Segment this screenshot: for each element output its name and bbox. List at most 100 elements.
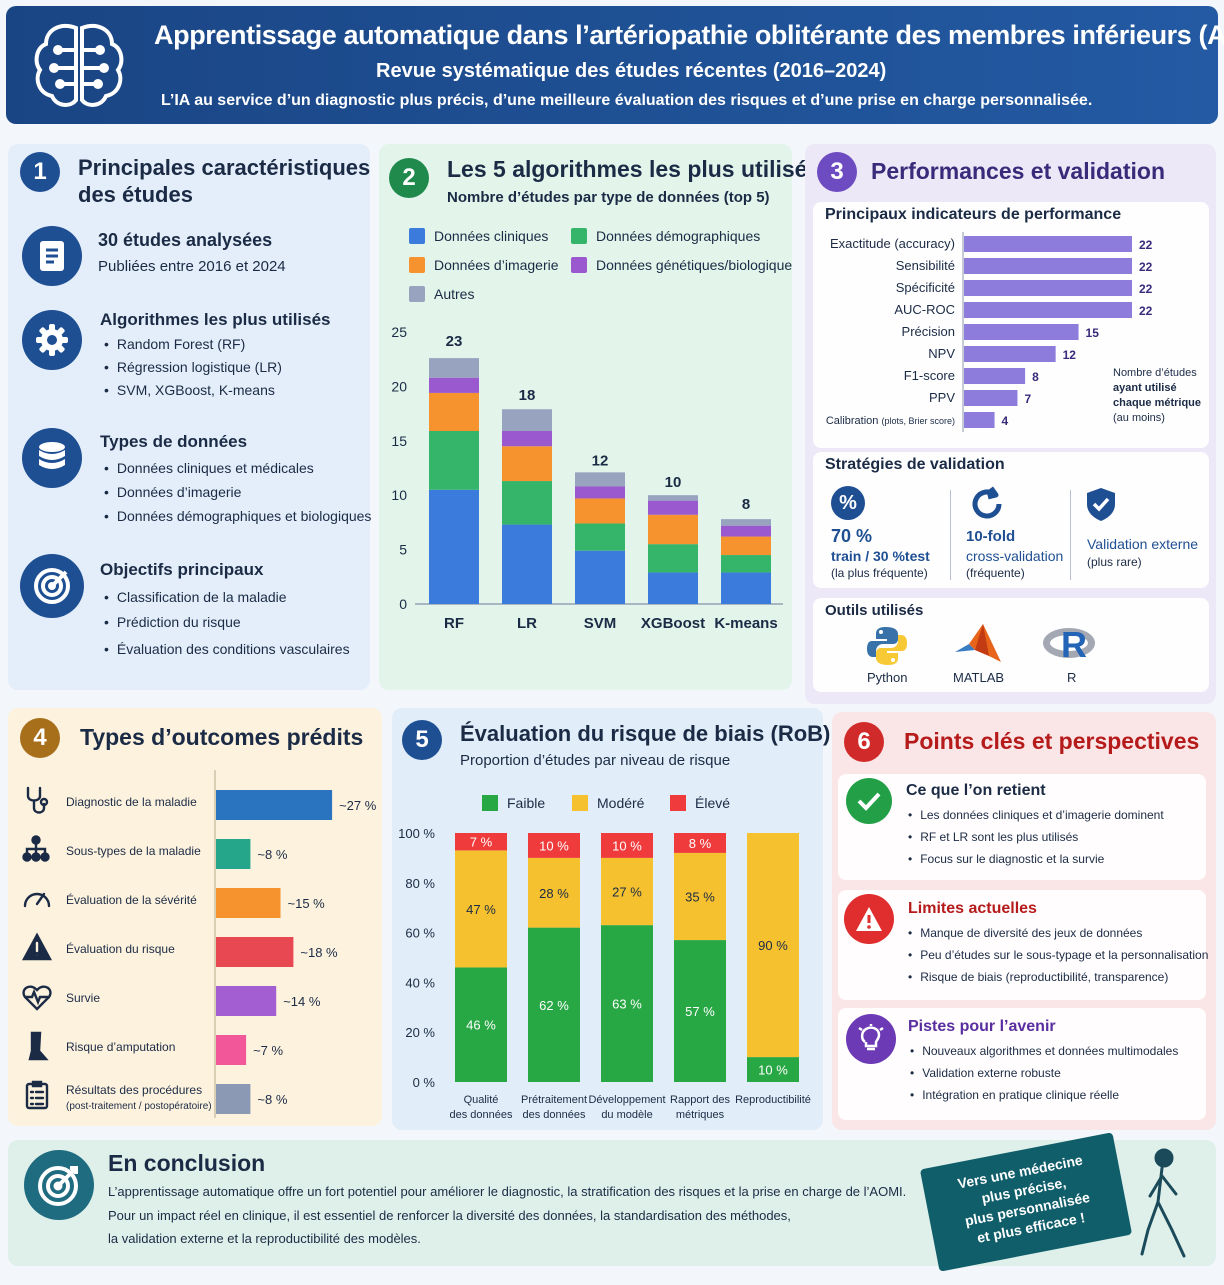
bar-segment [575, 523, 625, 551]
note-line: (au moins) [1113, 412, 1165, 424]
section-1-title-line2: des études [78, 182, 193, 207]
x-tick-label: métriques [676, 1109, 725, 1121]
warning-icon [21, 932, 53, 961]
legend-label: Faible [507, 795, 545, 811]
outcome-bar [216, 1035, 247, 1065]
validation-divider [950, 490, 951, 580]
bar-segment [502, 409, 552, 432]
future-item: Nouveaux algorithmes et données multimod… [910, 1044, 1178, 1058]
bar-segment [528, 857, 580, 928]
y-tick-label: 5 [399, 542, 407, 558]
legend-swatch [409, 286, 425, 302]
segment-label: 10 % [612, 838, 642, 853]
bar-segment [721, 519, 771, 526]
bar-segment [429, 377, 479, 393]
legend-label: Élevé [695, 795, 730, 811]
category-label: NPV [928, 346, 955, 361]
bar-total-label: 10 [665, 474, 682, 491]
clipboard-icon [25, 1080, 49, 1110]
future-item: Validation externe robuste [910, 1066, 1061, 1080]
category-label: Sous-types de la maladie [66, 844, 201, 858]
conclusion-panel: En conclusion L’apprentissage automatiqu… [8, 1132, 1216, 1272]
bar-segment [455, 833, 507, 851]
legend-label: Modéré [597, 795, 645, 811]
section-1-title-line1: Principales caractéristiques [78, 155, 371, 180]
category-label: F1-score [904, 368, 955, 383]
category-label: Calibration (plots, Brier score) [826, 415, 955, 427]
y-tick-label: 100 % [398, 826, 435, 841]
section-4-panel: 4 Types d’outcomes prédits Diagnostic de… [8, 708, 382, 1126]
future-title: Pistes pour l’avenir [908, 1018, 1056, 1035]
section-5-title: Évaluation du risque de biais (RoB) [460, 721, 831, 746]
section-3-panel: 3 Performances et validation Principaux … [805, 144, 1216, 704]
objective-item: Prédiction du risque [104, 614, 241, 630]
bar-value-label: 22 [1139, 282, 1153, 296]
limit-item: Risque de biais (reproductibilité, trans… [908, 970, 1168, 984]
bar-value-label: 22 [1139, 238, 1153, 252]
refresh-icon [972, 486, 1002, 519]
x-tick-label: XGBoost [641, 615, 705, 632]
category-label: Exactitude (accuracy) [830, 236, 955, 251]
python-logo-icon [867, 627, 907, 665]
x-tick-label: Rapport des [670, 1094, 730, 1106]
tool-label-python: Python [867, 670, 908, 685]
tool-label-matlab: MATLAB [953, 670, 1005, 685]
conclusion-banner: Vers une médecine plus précise, plus per… [919, 1132, 1133, 1272]
x-tick-label: LR [517, 615, 537, 632]
bar-total-label: 23 [446, 333, 463, 350]
bar-total-label: 12 [592, 452, 609, 469]
note-line: chaque métrique [1113, 397, 1202, 409]
algo-item: Random Forest (RF) [104, 336, 245, 352]
bar-segment [721, 555, 771, 573]
segment-label: 47 % [466, 902, 496, 917]
brain-circuit-icon [34, 24, 124, 107]
bar-segment [747, 833, 799, 1058]
y-tick-label: 25 [391, 324, 407, 340]
section-2-title: Les 5 algorithmes les plus utilisés [447, 156, 821, 182]
x-tick-label: Reproductibilité [735, 1094, 811, 1106]
section-2-number: 2 [389, 158, 429, 198]
r-logo-letter: R [1061, 624, 1087, 665]
algo-title: Algorithmes les plus utilisés [100, 310, 331, 329]
section-6-number: 6 [844, 722, 884, 762]
data-type-item: Données d’imagerie [104, 484, 242, 500]
walking-person-icon [1140, 1148, 1186, 1258]
legend-label: Données cliniques [434, 228, 548, 244]
x-tick-label: Prétraitement [521, 1094, 587, 1106]
target-icon [24, 1150, 94, 1220]
limit-item: Manque de diversité des jeux de données [908, 926, 1142, 940]
x-tick-label: RF [444, 615, 464, 632]
performance-bar [964, 258, 1132, 274]
check-circle-icon [846, 778, 892, 824]
legend-swatch [409, 257, 425, 273]
bar-segment [674, 833, 726, 853]
bar-value-label: ~14 % [283, 994, 321, 1009]
limit-item: Peu d’études sur le sous-typage et la pe… [908, 948, 1208, 962]
bar-value-label: 12 [1063, 348, 1077, 362]
outcome-bar [216, 790, 333, 820]
database-icon [22, 428, 82, 488]
key-point-item: Focus sur le diagnostic et la survie [908, 852, 1104, 866]
category-label: Survie [66, 991, 100, 1005]
performance-bar [964, 412, 995, 428]
bar-segment [648, 495, 698, 501]
y-tick-label: 15 [391, 433, 407, 449]
lightbulb-icon [846, 1014, 896, 1064]
section-6-title: Points clés et perspectives [904, 728, 1200, 754]
y-tick-label: 20 % [405, 1025, 435, 1040]
x-tick-label: du modèle [601, 1109, 652, 1121]
bar-value-label: ~8 % [257, 1092, 287, 1107]
conclusion-line: L’apprentissage automatique offre un for… [108, 1184, 907, 1199]
outcome-bar [216, 986, 277, 1016]
outcome-bar [216, 839, 251, 869]
y-tick-label: 60 % [405, 926, 435, 941]
bar-segment [674, 940, 726, 1082]
x-tick-label: Qualité [464, 1094, 499, 1106]
bar-segment [455, 967, 507, 1082]
legend-swatch [409, 228, 425, 244]
segment-label: 62 % [539, 998, 569, 1013]
bar-segment [575, 550, 625, 604]
validation-split-label: train / 30 %test [831, 548, 930, 564]
outcome-bar [216, 888, 281, 918]
section-3-number: 3 [817, 152, 857, 192]
